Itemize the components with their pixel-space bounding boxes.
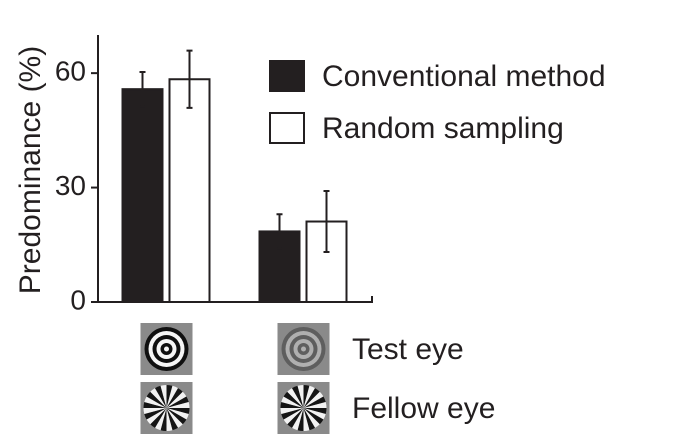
wedge — [160, 408, 167, 431]
wedge — [144, 408, 167, 420]
y-tick-label: 60 — [55, 56, 86, 87]
wedge — [283, 408, 304, 425]
wedge — [280, 402, 304, 408]
wedge — [283, 391, 304, 408]
wedge — [297, 408, 304, 431]
y-tick-label: 0 — [70, 284, 86, 315]
wedge — [146, 408, 167, 425]
wedge — [166, 396, 189, 408]
wedge — [155, 408, 167, 431]
wedge — [166, 408, 190, 414]
ring — [164, 346, 169, 352]
wedge — [146, 391, 167, 408]
wedge — [166, 391, 187, 408]
wedge — [166, 408, 183, 428]
wedge — [287, 388, 304, 408]
stimuli — [140, 323, 330, 434]
wedge — [166, 408, 173, 431]
wedge — [166, 385, 173, 408]
wedge — [144, 396, 167, 408]
error-bar — [139, 70, 146, 108]
legend-label: Conventional method — [322, 60, 606, 93]
wedge — [303, 408, 326, 420]
legend-swatch — [269, 60, 305, 92]
wedge — [166, 402, 190, 408]
y-tick-label: 30 — [55, 170, 86, 201]
wedge — [150, 388, 167, 408]
row-label: Fellow eye — [352, 392, 495, 425]
wedge — [303, 396, 326, 408]
error-bar — [186, 49, 193, 109]
wedge — [287, 408, 304, 428]
wedge — [281, 396, 304, 408]
wedge — [280, 408, 304, 414]
wedge — [160, 385, 167, 408]
wedge — [303, 408, 324, 425]
legend-label: Random sampling — [322, 112, 564, 145]
wedge — [303, 408, 320, 428]
wedge — [303, 388, 320, 408]
bar — [168, 78, 211, 303]
wedge — [166, 408, 189, 420]
wedge — [303, 408, 310, 431]
wedge — [143, 408, 167, 414]
wedge — [297, 385, 304, 408]
row-label: Test eye — [352, 333, 464, 366]
error-bar — [276, 213, 283, 250]
wedge — [166, 408, 178, 431]
wedge — [150, 408, 167, 428]
wedge — [292, 385, 304, 408]
ring — [301, 346, 306, 352]
bar — [121, 88, 164, 303]
wedge — [303, 385, 310, 408]
wedge — [303, 408, 315, 431]
wedge — [303, 385, 315, 408]
wedge — [166, 385, 178, 408]
wedge — [303, 408, 327, 414]
legend-swatch — [269, 112, 305, 144]
wedge — [303, 402, 327, 408]
wedge — [303, 391, 324, 408]
wedge — [166, 408, 187, 425]
error-bar — [323, 190, 330, 254]
wedge — [166, 388, 183, 408]
wedge — [281, 408, 304, 420]
wedge — [292, 408, 304, 431]
y-axis-label: Predominance (%) — [14, 46, 47, 294]
wedge — [155, 385, 167, 408]
wedge — [143, 402, 167, 408]
